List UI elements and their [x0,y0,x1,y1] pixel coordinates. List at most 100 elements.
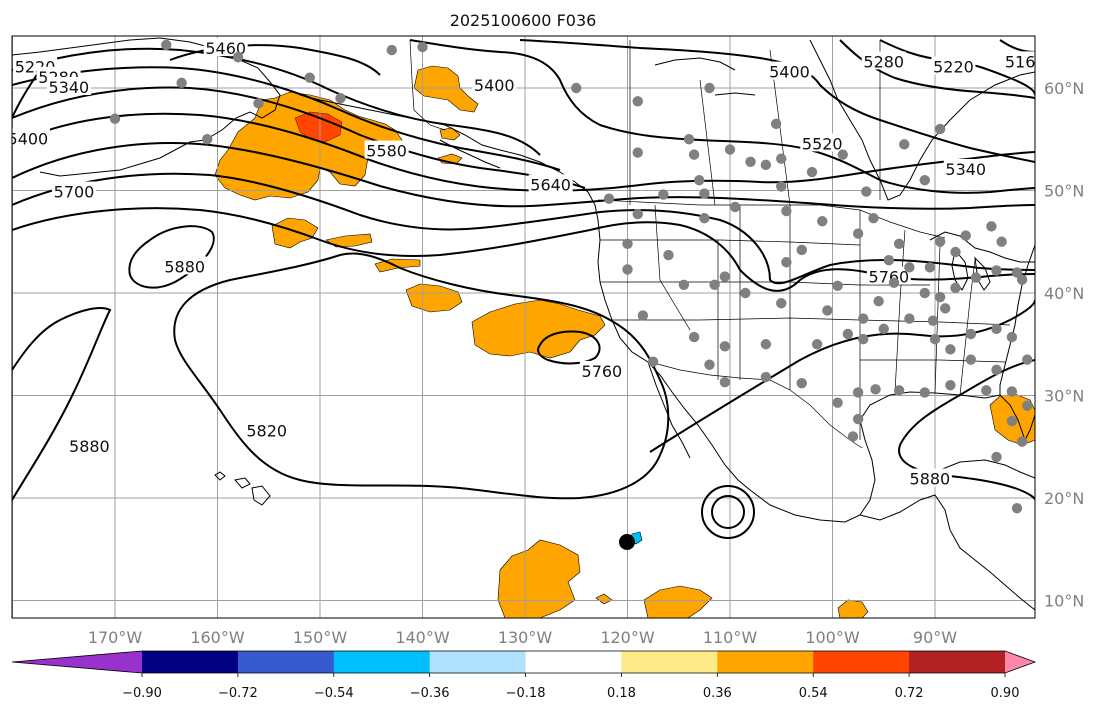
map-title: 2025100600 F036 [450,11,597,30]
colorbar-tick-label: −0.18 [506,686,546,701]
latitude-tick-label: 40°N [1044,284,1084,303]
station-dot [965,354,977,365]
station-dot [934,236,946,247]
contour-label: 5880 [910,470,951,489]
latitude-tick-label: 60°N [1044,79,1084,98]
station-dot [870,384,881,395]
station-dot [965,328,977,340]
station-dot [253,98,264,109]
station-markers [109,39,1033,514]
contour-label-background [12,128,50,147]
longitude-labels: 170°W 160°W 150°W 140°W 130°W 120°W 110°W 100°W… [88,628,957,647]
station-dot [304,72,315,83]
station-dot [847,431,859,442]
contour-label: 5880 [164,257,205,276]
station-dot [832,397,843,408]
station-dot [811,339,823,350]
contour-label: 5580 [366,142,407,161]
contour-label: 5400 [474,76,515,95]
station-dot [883,255,895,266]
colorbar-tick-label: −0.72 [218,686,258,701]
longitude-tick-label: 120°W [600,628,655,647]
colorbar-extend-low [12,651,142,673]
station-dot [678,279,690,290]
station-dot [745,156,756,167]
station-dot [927,315,939,326]
contour-label: 5160 [1005,52,1046,71]
station-dot [776,181,787,192]
station-dot [852,413,864,425]
contour-label: 5640 [530,175,571,194]
station-dot [945,380,956,391]
contour-label-background [907,468,952,487]
station-dot [704,82,715,94]
station-dot [663,249,674,261]
contour-label: 5760 [582,362,623,381]
station-dot [161,39,172,51]
station-dot [719,341,731,352]
station-dot [760,371,772,383]
station-dot [719,271,731,282]
station-dot [945,344,956,355]
station-dot [335,93,346,104]
station-dot [940,303,951,314]
station-dot [637,310,649,321]
station-dot [919,287,930,299]
colorbar-segment [909,651,1006,673]
contour-label-background [579,360,624,379]
station-dot [934,123,946,135]
station-dot [781,205,792,217]
contour-label: 5340 [49,78,90,97]
map-frame [11,35,1036,619]
colorbar-segment [525,651,622,673]
station-dot [688,149,700,160]
longitude-tick-label: 90°W [913,628,957,647]
longitude-tick-label: 110°W [703,628,758,647]
station-dot [1006,415,1018,427]
colorbar-tick-labels: −0.90 −0.72 −0.54 −0.36 −0.18 0.18 0.36 0.54 0.7… [122,673,1019,701]
station-dot [950,282,961,294]
station-dot [770,118,782,130]
station-dot [1006,386,1018,397]
colorbar-tick-label: −0.36 [410,686,450,701]
station-dot [929,333,941,345]
contour-label-background [866,266,911,285]
contour-label-background [52,181,96,200]
colorbar-segment [237,651,335,673]
station-dot [873,296,884,307]
station-dot [904,262,915,273]
station-dot [837,149,848,160]
station-dot [699,212,710,224]
map-panel: 5460540054005280522051605220528053405400… [8,36,1046,618]
station-dot [817,216,828,227]
station-dot [852,387,864,398]
station-dot [878,323,889,335]
station-dot [1011,503,1023,514]
contour-label: 5340 [945,160,986,179]
storm-marker [619,531,643,550]
station-dot [694,175,705,186]
contour-label: 5400 [8,129,49,148]
station-dot [796,378,807,389]
station-dot [709,279,720,290]
station-dot [858,333,869,345]
contour-label-background [364,140,409,159]
contour-label: 5400 [769,63,810,82]
contour-label-background [528,174,573,193]
station-dot [893,238,905,249]
contour-label-background [203,38,248,57]
station-dot [899,139,910,150]
longitude-tick-label: 140°W [395,628,450,647]
colorbar-tick-label: 0.54 [799,686,828,701]
station-dot [683,134,695,145]
station-dot [417,41,428,53]
contour-label: 5520 [802,134,843,153]
colorbar-segment [429,651,527,673]
latitude-tick-label: 50°N [1044,182,1084,201]
station-dot [109,113,121,124]
station-dot [842,328,854,340]
station-dot [704,359,715,370]
colorbar [11,650,1037,674]
station-dot [781,257,792,268]
